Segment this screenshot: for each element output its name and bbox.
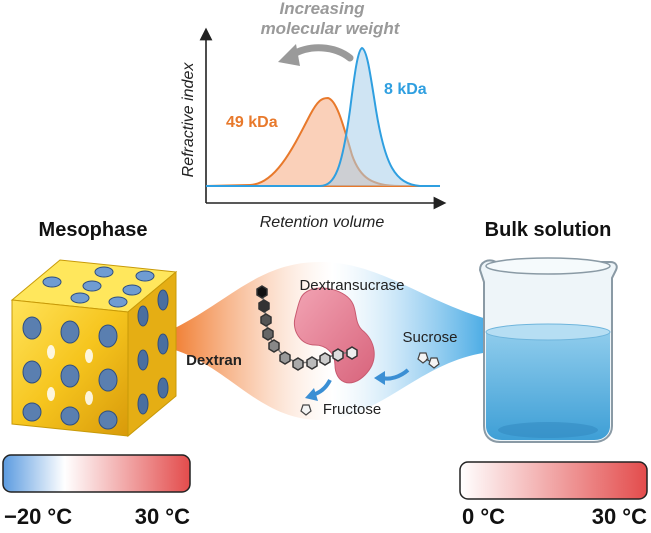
chart-title-line2: molecular weight bbox=[261, 19, 401, 38]
product-label: Dextran bbox=[186, 352, 242, 369]
x-axis-label: Retention volume bbox=[260, 214, 385, 231]
substrate-label: Sucrose bbox=[402, 329, 457, 346]
chart-title-line1: Increasing bbox=[279, 0, 365, 18]
byproduct-label: Fructose bbox=[323, 401, 381, 418]
bulk-temperature-scale bbox=[459, 461, 648, 500]
dextransucrase-enzyme bbox=[293, 287, 375, 384]
enzyme-label: Dextransucrase bbox=[299, 277, 404, 294]
bulk-scale-max: 30 °C bbox=[592, 504, 647, 528]
beaker bbox=[478, 257, 618, 443]
peak-8-kda bbox=[206, 46, 440, 187]
trend-arrow bbox=[288, 44, 354, 62]
y-axis-label: Refractive index bbox=[180, 62, 197, 178]
bulk-solution-title: Bulk solution bbox=[485, 219, 612, 241]
trend-arrow-head bbox=[278, 44, 300, 66]
peak-8-label: 8 kDa bbox=[384, 81, 427, 98]
sucrose-arrow-head bbox=[374, 371, 385, 385]
mesophase-title: Mesophase bbox=[39, 219, 148, 241]
beaker-liquid bbox=[486, 332, 610, 440]
mesophase-cube bbox=[10, 259, 178, 438]
peak-49-kda bbox=[205, 96, 440, 187]
chromatogram-chart: Increasing molecular weight 49 kDa 8 kDa… bbox=[180, 0, 447, 231]
bulk-scale-min: 0 °C bbox=[462, 504, 505, 528]
dextran-chain bbox=[256, 285, 358, 371]
sucrose-molecule bbox=[417, 352, 440, 369]
mesophase-scale-min: −20 °C bbox=[4, 504, 72, 528]
peak-49-label: 49 kDa bbox=[226, 114, 278, 131]
fructose-arrow-head bbox=[305, 388, 318, 401]
fructose-molecule bbox=[300, 404, 312, 416]
mesophase-temperature-scale bbox=[2, 454, 191, 493]
mesophase-scale-max: 30 °C bbox=[135, 504, 190, 528]
